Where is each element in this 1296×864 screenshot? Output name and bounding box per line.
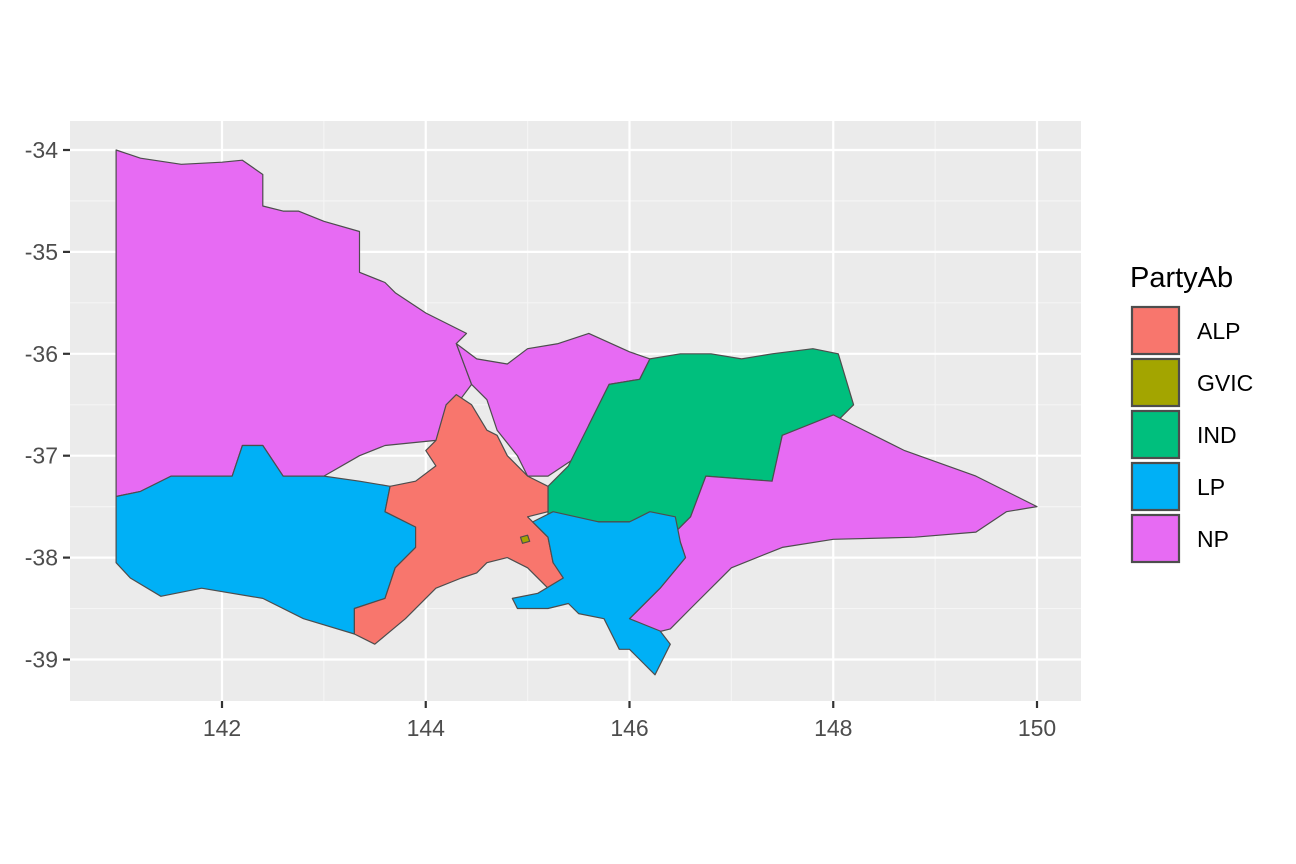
y-tick-label: -37: [25, 443, 58, 469]
region-gvic: [519, 534, 531, 544]
legend-key-gvic: [1130, 357, 1181, 408]
legend-label-ind: IND: [1197, 422, 1237, 448]
y-tick-label: -34: [25, 137, 58, 163]
x-tick-label: 146: [610, 715, 648, 741]
legend-label-gvic: GVIC: [1197, 370, 1253, 396]
x-tick-label: 150: [1018, 715, 1056, 741]
x-tick-label: 148: [814, 715, 852, 741]
legend-key-alp: [1130, 305, 1181, 356]
legend-key-np: [1130, 513, 1181, 564]
y-tick-label: -36: [25, 341, 58, 367]
region-lp: [511, 511, 687, 676]
y-tick-label: -39: [25, 647, 58, 673]
legend-title: PartyAb: [1130, 262, 1233, 294]
legend-label-alp: ALP: [1197, 318, 1240, 344]
y-tick-label: -35: [25, 239, 58, 265]
legend-label-lp: LP: [1197, 474, 1225, 500]
y-axis: -34 -35 -36 -37 -38 -39: [25, 137, 70, 673]
legend-items: ALP GVIC IND LP NP: [1130, 305, 1253, 564]
legend-key-lp: [1130, 461, 1181, 512]
electorate-regions: [115, 149, 1038, 676]
legend-key-ind: [1130, 409, 1181, 460]
legend-label-np: NP: [1197, 526, 1229, 552]
y-tick-label: -38: [25, 545, 58, 571]
x-tick-label: 144: [407, 715, 446, 741]
x-tick-label: 142: [203, 715, 241, 741]
x-axis: 142 144 146 148 150: [203, 701, 1056, 741]
legend: PartyAb ALP GVIC IND LP NP: [1130, 262, 1253, 564]
